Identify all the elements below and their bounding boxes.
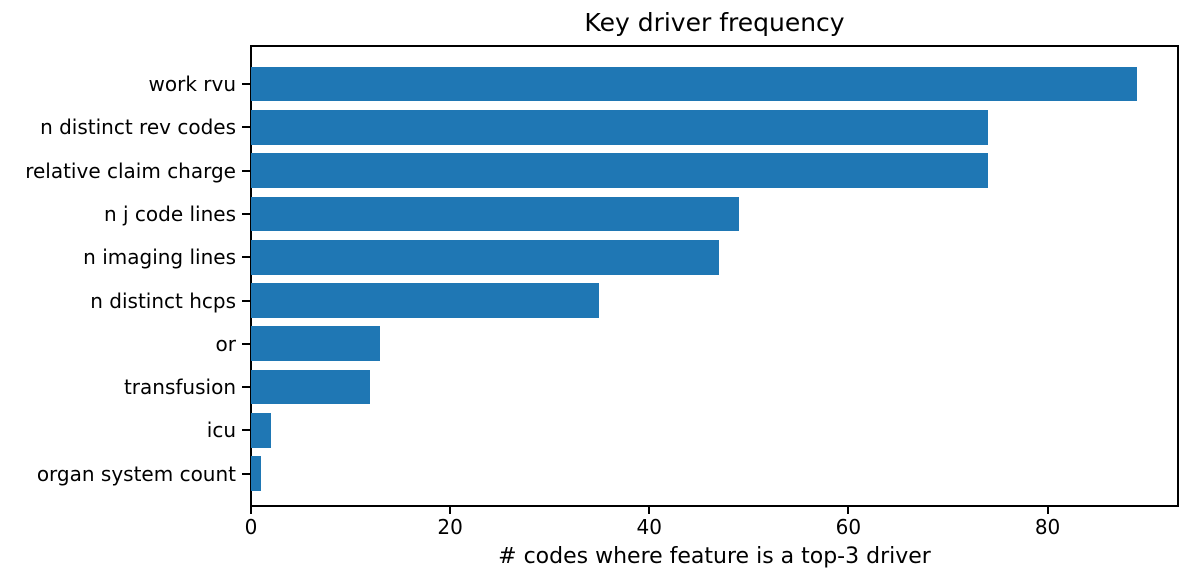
- chart-title: Key driver frequency: [584, 8, 845, 37]
- y-tick-mark: [242, 342, 250, 345]
- y-tick-mark: [242, 429, 250, 432]
- y-tick-mark: [242, 299, 250, 302]
- x-tick-label: 20: [437, 515, 463, 539]
- x-tick-label: 60: [835, 515, 862, 539]
- bar: [251, 326, 381, 362]
- y-tick-label: work rvu: [148, 72, 237, 96]
- bar: [251, 413, 271, 448]
- x-tick-mark: [847, 507, 850, 514]
- bar: [251, 239, 719, 275]
- bar: [251, 369, 371, 405]
- y-tick-mark: [242, 126, 250, 129]
- y-tick-label: n distinct hcps: [90, 288, 236, 313]
- y-tick-label: n distinct rev codes: [40, 115, 236, 140]
- y-tick-label: organ system count: [36, 461, 236, 486]
- y-tick-mark: [242, 169, 250, 172]
- x-tick-mark: [1046, 507, 1049, 514]
- y-tick-mark: [242, 83, 250, 85]
- x-tick-label: 80: [1034, 515, 1061, 539]
- y-tick-label: icu: [206, 418, 236, 443]
- y-tick-label: transfusion: [123, 375, 236, 400]
- y-tick-label: or: [215, 331, 236, 356]
- x-tick-mark: [250, 507, 252, 514]
- y-tick-label: n j code lines: [103, 201, 236, 226]
- y-tick-label: relative claim charge: [25, 158, 236, 183]
- x-axis-label: # codes where feature is a top-3 driver: [498, 544, 931, 569]
- bar: [251, 456, 261, 492]
- x-tick-mark: [648, 507, 651, 514]
- bar: [251, 109, 988, 145]
- bar: [251, 196, 739, 232]
- y-tick-mark: [242, 386, 250, 389]
- y-tick-label: n imaging lines: [83, 245, 236, 270]
- x-tick-label: 0: [244, 515, 258, 539]
- bar: [251, 66, 1138, 102]
- y-tick-mark: [242, 256, 250, 259]
- y-tick-mark: [242, 212, 250, 215]
- x-tick-mark: [449, 507, 452, 514]
- x-tick-label: 40: [636, 515, 662, 539]
- bar: [251, 153, 988, 188]
- bar: [251, 283, 600, 318]
- y-tick-mark: [242, 472, 250, 475]
